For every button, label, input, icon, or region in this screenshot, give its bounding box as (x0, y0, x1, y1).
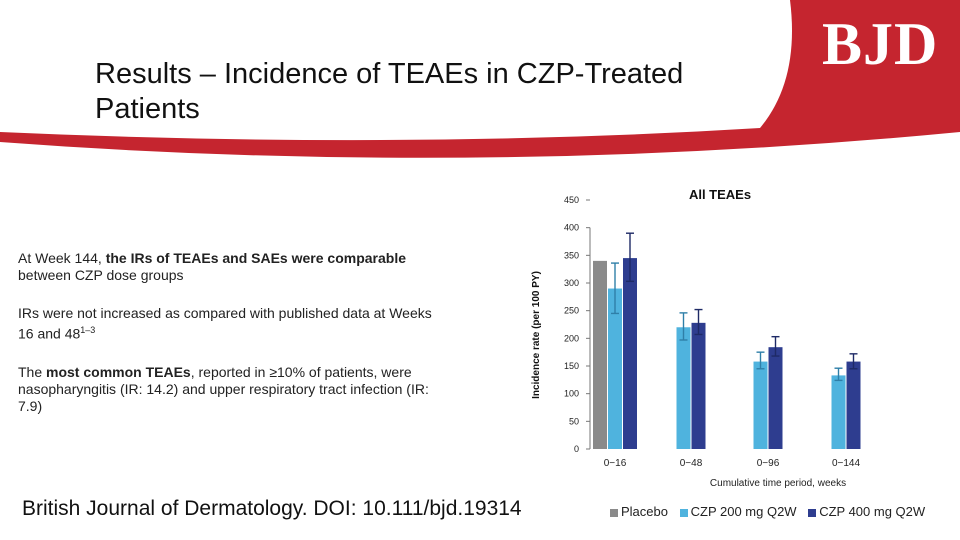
title-line-1: Results – Incidence of TEAEs in CZP-Trea… (95, 58, 684, 90)
y-tick-label: 250 (564, 306, 579, 316)
x-axis-label: Cumulative time period, weeks (710, 478, 846, 489)
finding-2: IRs were not increased as compared with … (18, 305, 448, 343)
bar-2-2 (768, 347, 783, 449)
bar-1-2 (753, 361, 768, 449)
y-tick-label: 100 (564, 389, 579, 399)
slide-title: Results – Incidence of TEAEs in CZP-Trea… (95, 57, 795, 127)
y-tick-label: 0 (574, 444, 579, 454)
bar-1-0 (608, 288, 622, 449)
finding-1: At Week 144, the IRs of TEAEs and SAEs w… (18, 250, 448, 284)
finding-2-text: IRs were not increased as compared with … (18, 305, 432, 342)
finding-1-emphasis: the IRs of TEAEs and SAEs were comparabl… (105, 250, 406, 266)
y-tick-label: 200 (564, 333, 579, 343)
citation: British Journal of Dermatology. DOI: 10.… (22, 497, 522, 520)
finding-3-emphasis: most common TEAEs (46, 363, 191, 380)
header-band: BJD (0, 0, 960, 160)
legend-swatch-czp-200 (679, 508, 688, 517)
y-tick-label: 50 (569, 416, 579, 426)
key-findings: At Week 144, the IRs of TEAEs and SAEs w… (18, 250, 448, 436)
legend-item-placebo: Placebo (610, 504, 668, 519)
legend-item-czp-400: CZP 400 mg Q2W (808, 504, 925, 519)
bjd-logo: BJD (822, 11, 939, 77)
legend-swatch-czp-400 (808, 508, 817, 517)
bar-0-0 (593, 260, 607, 449)
teae-bar-chart: All TEAEs Incidence rate (per 100 PY) Cu… (531, 187, 861, 489)
bar-2-0 (623, 258, 637, 449)
y-tick-label: 350 (564, 250, 579, 260)
legend-label-czp-200: CZP 200 mg Q2W (690, 504, 797, 519)
bar-2-1 (691, 322, 706, 449)
finding-3: The most common TEAEs, reported in ≥10% … (18, 364, 448, 415)
finding-3-rest: , reported in ≥10% of patients, were nas… (18, 363, 429, 414)
header-background (0, 0, 960, 158)
header-white-panel (0, 0, 792, 141)
finding-2-reference: 1–3 (80, 325, 96, 335)
legend-label-czp-400: CZP 400 mg Q2W (819, 504, 926, 519)
finding-1-text: At Week 144, (18, 250, 106, 266)
bar-1-1 (676, 327, 691, 449)
chart-legend: Placebo CZP 200 mg Q2W CZP 400 mg Q2W (610, 504, 933, 519)
legend-label-placebo: Placebo (621, 504, 668, 519)
x-tick-label: 0−144 (832, 458, 861, 469)
legend-swatch-placebo (610, 508, 618, 517)
x-tick-label: 0−48 (680, 458, 703, 469)
legend-item-czp-200: CZP 200 mg Q2W (679, 504, 797, 519)
finding-1-rest: between CZP dose groups (18, 267, 184, 283)
bar-2-3 (846, 361, 861, 449)
y-tick-label: 400 (564, 223, 579, 233)
finding-3-text: The (18, 363, 47, 380)
x-tick-label: 0−16 (604, 458, 627, 469)
y-tick-label: 450 (564, 195, 579, 205)
y-tick-label: 300 (564, 278, 579, 288)
chart-axes: 0 50 100 150 200 250 300 350 400 450 0−16 0−48 0−96 0… (564, 195, 861, 469)
chart-bars (593, 232, 861, 449)
bar-1-3 (831, 375, 846, 449)
title-line-2: Patients (95, 93, 200, 125)
y-tick-label: 150 (564, 361, 579, 371)
x-tick-label: 0−96 (757, 458, 780, 469)
y-axis-label: Incidence rate (per 100 PY) (531, 271, 542, 399)
chart-title: All TEAEs (689, 187, 751, 202)
